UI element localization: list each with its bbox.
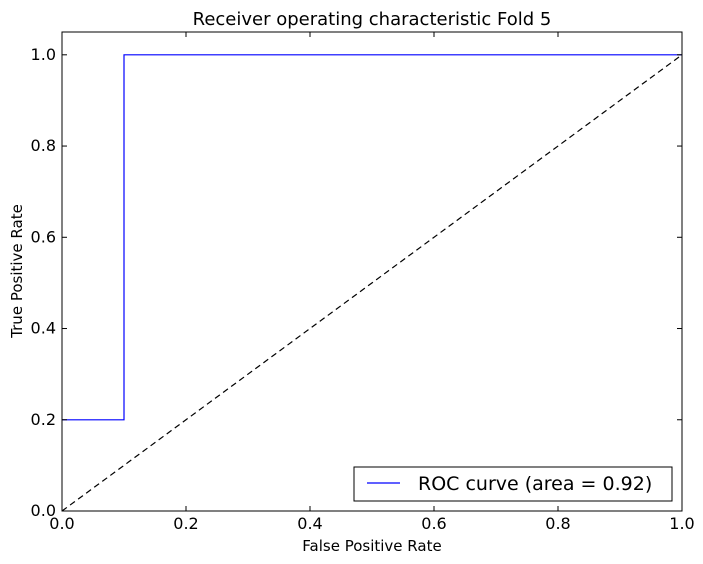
plot-frame [62,32,682,511]
y-tick-label: 0.2 [31,410,56,429]
y-tick-label: 1.0 [31,45,56,64]
chance-diagonal-line [62,55,682,511]
legend-label: ROC curve (area = 0.92) [418,473,652,495]
x-tick-label: 0.8 [545,514,570,533]
x-axis-title: False Positive Rate [302,537,441,555]
x-tick-label: 1.0 [669,514,694,533]
legend: ROC curve (area = 0.92) [354,467,672,501]
y-axis: 0.0 0.2 0.4 0.6 0.8 1.0 [31,45,682,520]
y-tick-label: 0.0 [31,501,56,520]
x-tick-label: 0.4 [297,514,322,533]
chart-title: Receiver operating characteristic Fold 5 [193,9,552,30]
y-tick-label: 0.8 [31,136,56,155]
x-tick-label: 0.2 [173,514,198,533]
y-tick-label: 0.4 [31,319,56,338]
roc-curve-line [62,55,682,420]
plot-lines [62,55,682,511]
x-tick-label: 0.6 [421,514,446,533]
y-axis-title: True Positive Rate [8,204,26,339]
y-tick-label: 0.6 [31,227,56,246]
